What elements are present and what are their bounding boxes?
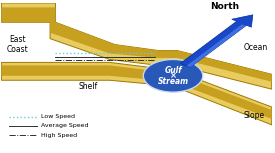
Text: Average Speed: Average Speed: [41, 123, 88, 128]
Text: ×: ×: [170, 71, 177, 80]
FancyArrow shape: [180, 15, 253, 67]
Text: Ocean: Ocean: [243, 43, 268, 52]
Text: Stream: Stream: [158, 77, 189, 86]
Text: East
Coast: East Coast: [7, 35, 29, 54]
Circle shape: [143, 59, 203, 92]
Text: Shelf: Shelf: [78, 82, 98, 91]
Text: Slope: Slope: [243, 111, 265, 120]
Polygon shape: [1, 65, 272, 119]
Text: North: North: [210, 2, 239, 11]
Polygon shape: [1, 62, 272, 125]
Text: High Speed: High Speed: [41, 133, 77, 138]
Text: Low Speed: Low Speed: [41, 114, 75, 119]
Polygon shape: [1, 7, 272, 82]
FancyArrow shape: [186, 24, 246, 67]
Text: Gulf: Gulf: [164, 66, 182, 75]
Polygon shape: [1, 3, 272, 89]
